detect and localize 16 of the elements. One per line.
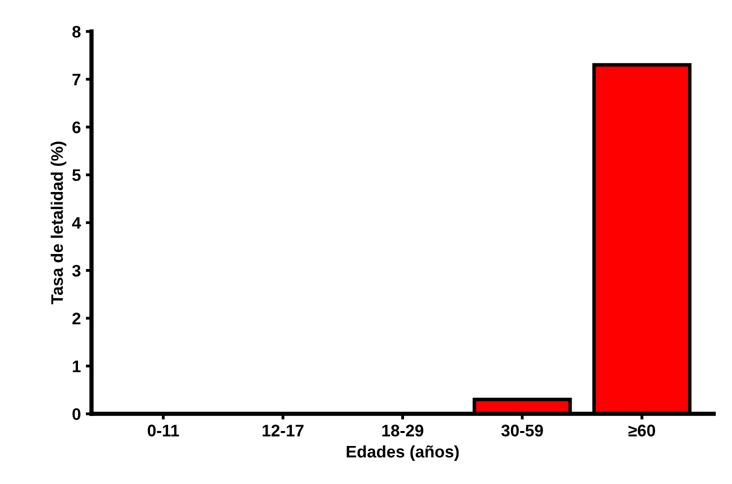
y-tick-label: 1 (72, 360, 81, 372)
y-tick-label: 5 (72, 169, 81, 182)
y-tick-label: 2 (72, 312, 80, 324)
y-tick-label: 0 (72, 408, 80, 420)
y-tick-label: 8 (72, 26, 81, 38)
x-axis-title: Edades (años) (346, 445, 459, 461)
x-tick-label: 30-59 (501, 424, 543, 436)
x-tick-label: 12-17 (262, 424, 304, 436)
y-tick-label: 7 (72, 74, 80, 86)
y-axis-title: Tasa de letalidad (%) (50, 142, 66, 304)
y-tick-label: 3 (72, 264, 80, 277)
x-tick-label: ≥60 (628, 424, 656, 436)
y-tick-label: 4 (72, 217, 81, 229)
y-tick-label: 6 (72, 121, 80, 134)
x-tick-label: 18-29 (382, 424, 424, 436)
x-tick-label: 0-11 (148, 424, 180, 436)
